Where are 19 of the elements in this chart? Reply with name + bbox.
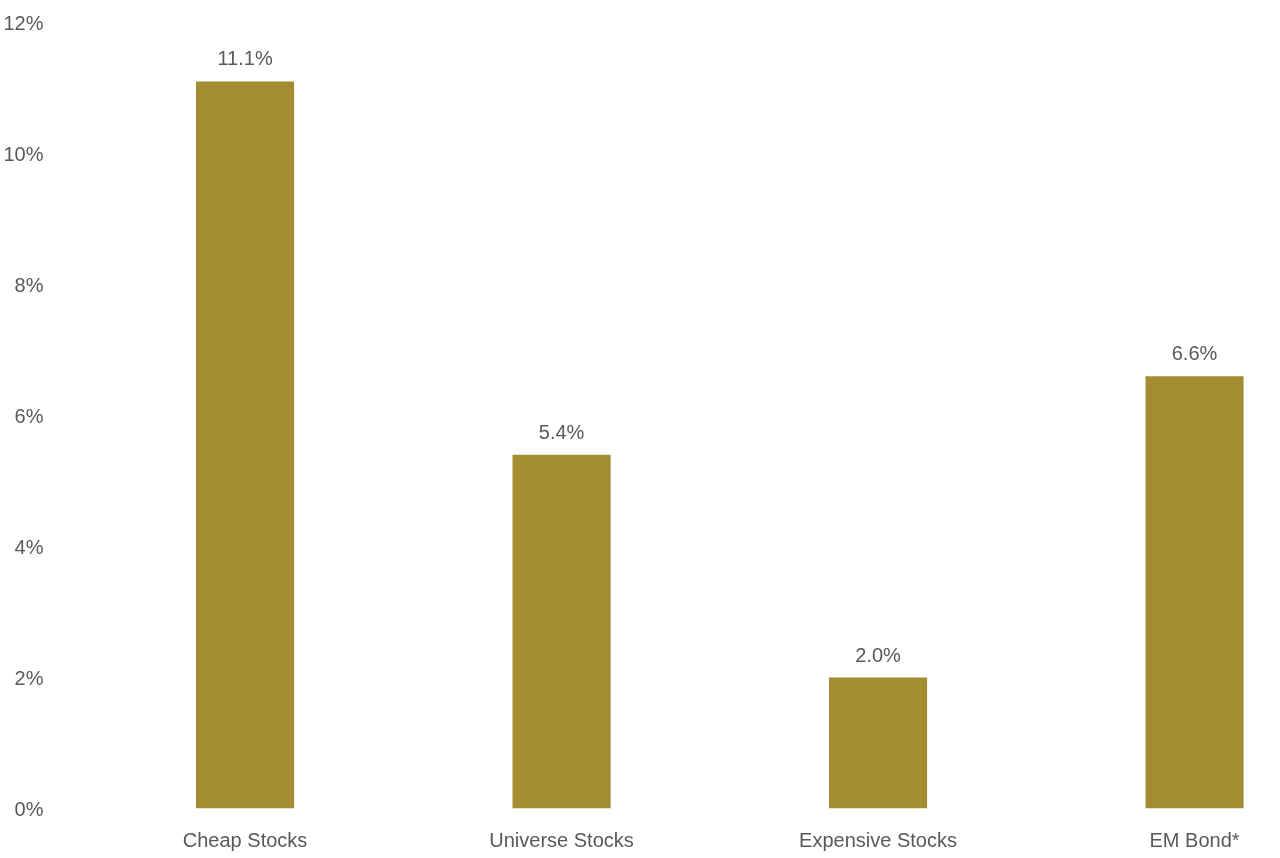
x-tick-label: Cheap Stocks: [182, 828, 308, 851]
data-label: 11.1%: [217, 47, 273, 70]
y-tick-label: 2%: [14, 666, 44, 689]
x-tick-label: EM Bond*: [1149, 828, 1240, 851]
data-label: 6.6%: [1171, 342, 1218, 365]
y-tick-label: 8%: [14, 273, 44, 296]
y-tick-label: 10%: [3, 142, 44, 165]
y-tick-label: 12%: [3, 11, 44, 34]
x-tick-label: Expensive Stocks: [799, 828, 957, 851]
bar: [828, 677, 928, 809]
x-tick-label: Universe Stocks: [489, 828, 634, 851]
data-label: 5.4%: [538, 420, 585, 443]
y-tick-label: 4%: [14, 535, 44, 558]
bar: [512, 454, 611, 809]
y-tick-label: 0%: [14, 797, 44, 820]
bar: [1145, 376, 1244, 809]
data-label: 2.0%: [855, 643, 902, 666]
y-tick-label: 6%: [14, 404, 44, 427]
bar: [196, 81, 295, 809]
